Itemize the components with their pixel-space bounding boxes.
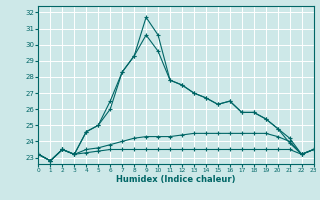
X-axis label: Humidex (Indice chaleur): Humidex (Indice chaleur) [116, 175, 236, 184]
